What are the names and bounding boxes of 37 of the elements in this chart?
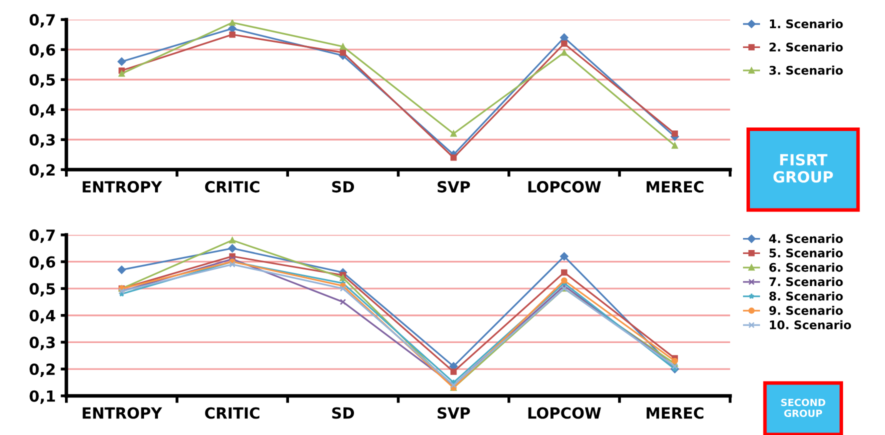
legend-label: 4. Scenario	[769, 234, 843, 244]
y-tick-label: 0,7	[30, 229, 55, 243]
x-tick-label: MEREC	[646, 181, 704, 193]
legend-label: 6. Scenario	[769, 262, 843, 272]
y-tick-label: 0,4	[30, 104, 56, 118]
x-tick-label: MEREC	[646, 407, 704, 419]
legend-label: 3. Scenario	[769, 66, 843, 75]
y-tick-label: 0,3	[30, 134, 55, 148]
y-tick-label: 0,5	[30, 283, 55, 297]
x-tick-label: CRITIC	[205, 407, 260, 419]
x-tick-label: SD	[332, 407, 354, 419]
legend-label: 10. Scenario	[770, 320, 852, 330]
y-tick-label: 0,2	[30, 363, 55, 377]
legend-label: 2. Scenario	[770, 42, 843, 52]
y-tick-label: 0,5	[30, 74, 55, 88]
x-tick-label: ENTROPY	[82, 407, 162, 419]
x-tick-label: LOPCOW	[528, 181, 601, 193]
y-tick-label: 0,2	[30, 164, 55, 178]
y-tick-label: 0,6	[30, 44, 56, 58]
x-tick-label: SVP	[438, 407, 470, 419]
x-tick-label: ENTROPY	[82, 181, 162, 193]
x-tick-label: LOPCOW	[528, 407, 601, 419]
x-tick-label: SVP	[438, 181, 470, 193]
y-tick-label: 0,4	[30, 310, 56, 324]
legend-label: 9. Scenario	[769, 306, 843, 315]
legend-label: 1. Scenario	[770, 19, 843, 28]
y-tick-label: 0,7	[30, 14, 55, 28]
y-tick-label: 0,1	[30, 390, 55, 404]
text: FISRT GROUP	[773, 154, 833, 183]
text: SECOND GROUP	[781, 398, 826, 417]
x-tick-label: CRITIC	[205, 181, 260, 193]
legend-label: 7. Scenario	[769, 277, 843, 286]
legend-label: 5. Scenario	[770, 248, 843, 258]
x-tick-label: SD	[332, 181, 354, 193]
legend-label: 8. Scenario	[769, 291, 843, 301]
y-tick-label: 0,6	[30, 256, 56, 270]
y-tick-label: 0,3	[30, 336, 55, 350]
